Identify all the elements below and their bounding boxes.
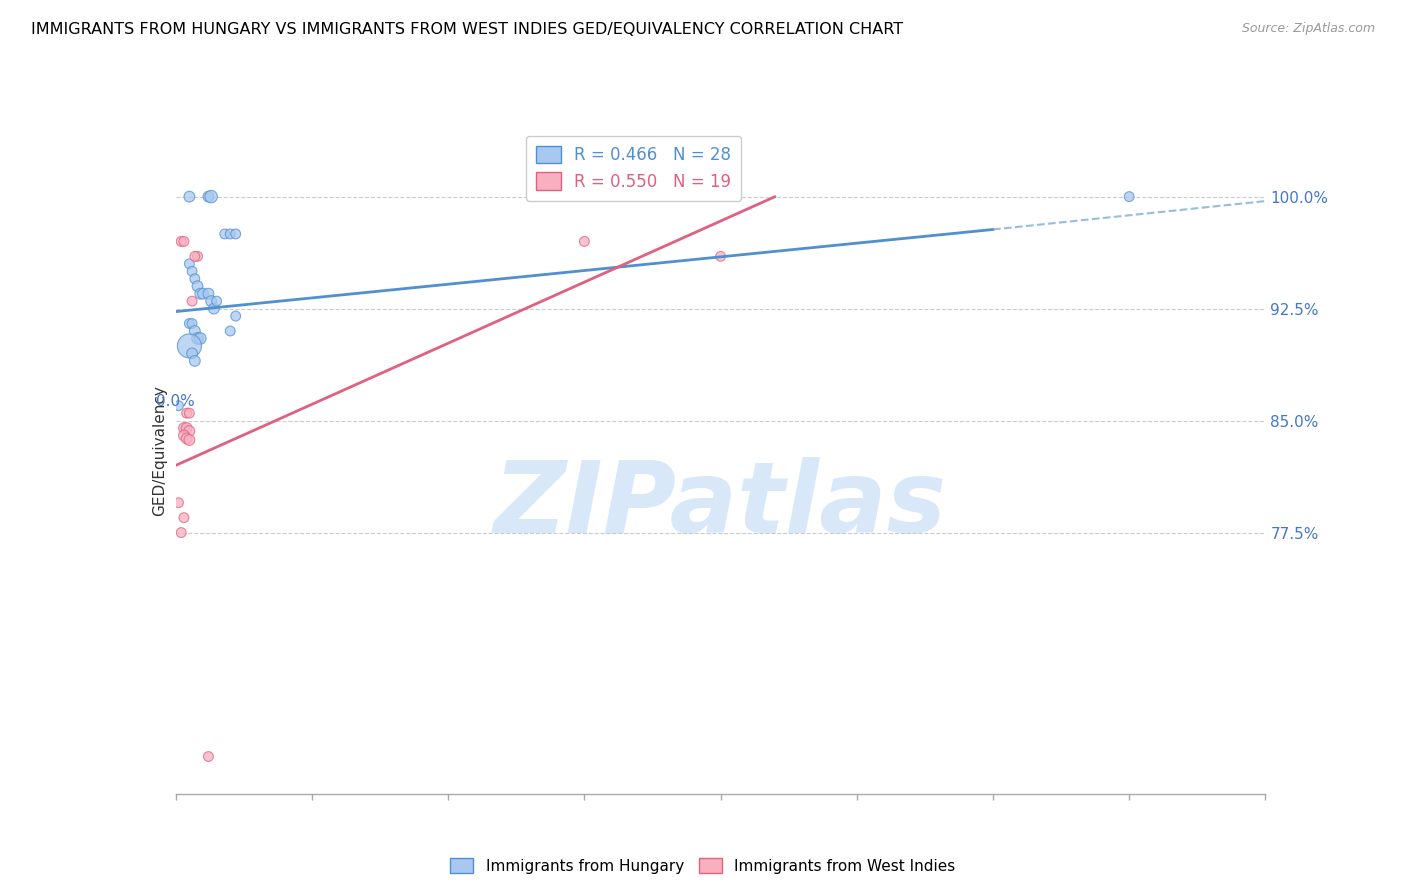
Y-axis label: GED/Equivalency: GED/Equivalency (152, 385, 167, 516)
Point (710, 249, 733, 263)
Point (205, 294, 228, 309)
Point (188, 286, 211, 301)
Point (219, 227, 242, 241)
Point (184, 249, 207, 263)
Legend: R = 0.466   N = 28, R = 0.550   N = 19: R = 0.466 N = 28, R = 0.550 N = 19 (526, 136, 741, 201)
Point (225, 227, 247, 241)
Point (191, 286, 214, 301)
Point (173, 510, 195, 524)
Point (181, 264, 204, 278)
Point (219, 324, 242, 338)
Point (200, 189, 222, 203)
Point (179, 339, 201, 353)
Point (179, 317, 201, 331)
Point (176, 406, 198, 420)
Point (184, 354, 207, 368)
Legend: Immigrants from Hungary, Immigrants from West Indies: Immigrants from Hungary, Immigrants from… (444, 852, 962, 880)
Point (170, 525, 193, 540)
Point (188, 331, 211, 345)
Point (184, 272, 207, 286)
Point (181, 294, 204, 309)
Point (173, 421, 195, 435)
Point (179, 189, 201, 203)
Point (179, 406, 201, 420)
Text: IMMIGRANTS FROM HUNGARY VS IMMIGRANTS FROM WEST INDIES GED/EQUIVALENCY CORRELATI: IMMIGRANTS FROM HUNGARY VS IMMIGRANTS FR… (31, 22, 903, 37)
Point (197, 189, 219, 203)
Point (574, 235, 596, 249)
Point (179, 424, 201, 438)
Point (225, 309, 247, 323)
Text: Source: ZipAtlas.com: Source: ZipAtlas.com (1241, 22, 1375, 36)
Point (181, 346, 204, 360)
Point (176, 432, 198, 446)
Point (202, 301, 225, 316)
Point (186, 249, 209, 263)
Point (214, 227, 236, 241)
Point (1118, 189, 1140, 203)
Point (173, 428, 195, 442)
Text: 0.0%: 0.0% (156, 394, 195, 409)
Point (167, 496, 190, 510)
Point (179, 433, 201, 447)
Point (181, 317, 204, 331)
Point (186, 279, 209, 293)
Point (170, 235, 193, 249)
Point (167, 399, 190, 413)
Point (184, 324, 207, 338)
Point (179, 257, 201, 271)
Point (197, 749, 219, 764)
Point (200, 294, 222, 309)
Text: ZIPatlas: ZIPatlas (494, 457, 948, 554)
Point (197, 286, 219, 301)
Point (176, 421, 198, 435)
Point (173, 235, 195, 249)
Point (186, 331, 209, 345)
